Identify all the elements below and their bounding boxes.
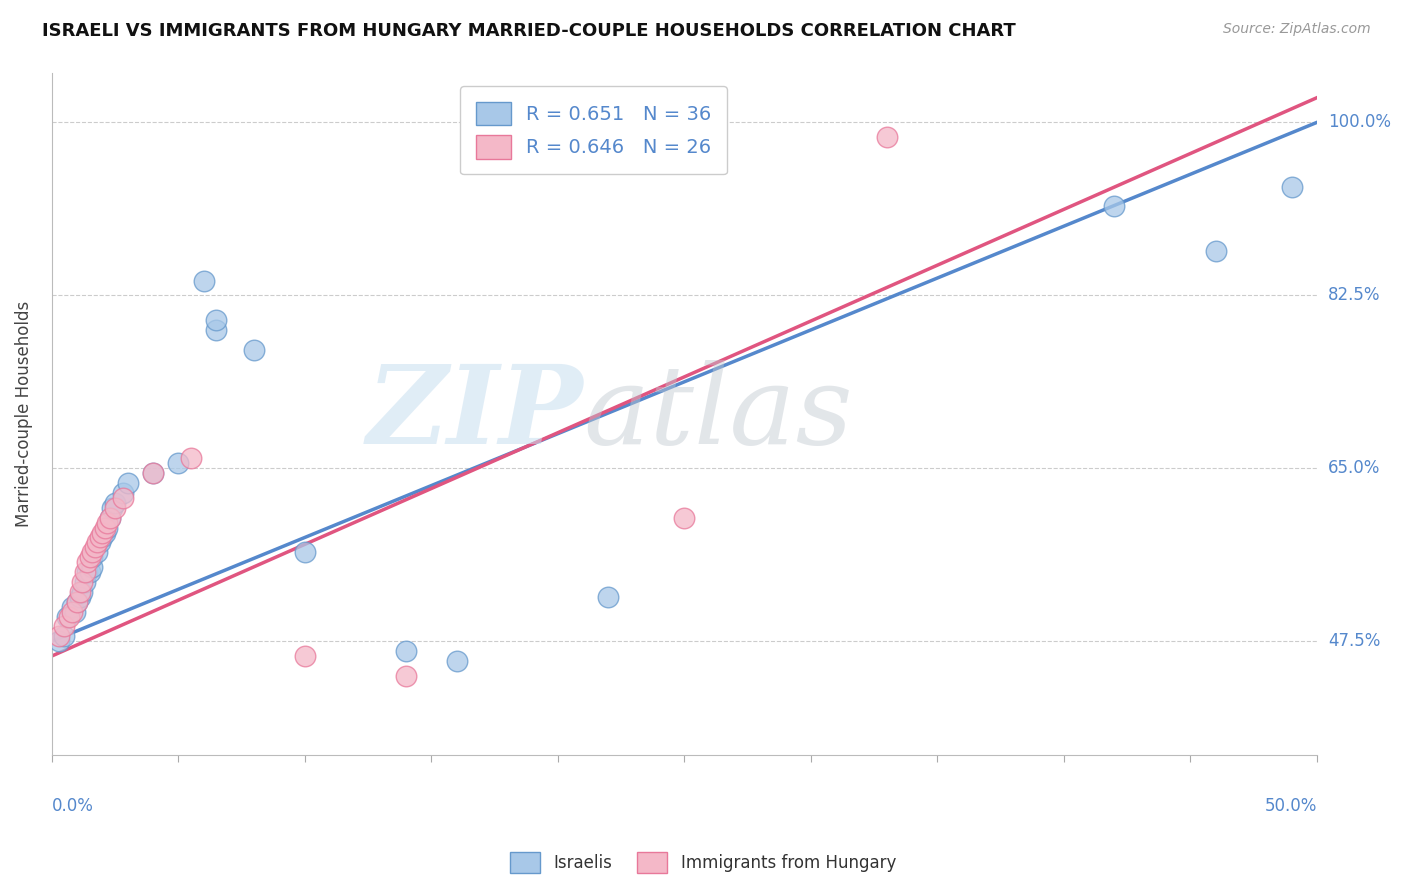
Point [69,590,91,604]
Point [58,609,80,624]
Point [94,520,117,534]
Point [395,644,418,658]
Point [82,550,104,565]
Point [1281,179,1303,194]
Text: Source: ZipAtlas.com: Source: ZipAtlas.com [1223,22,1371,37]
Point [83,541,105,555]
Point [48,634,70,648]
Text: 82.5%: 82.5% [1329,286,1381,304]
Text: 65.0%: 65.0% [1329,459,1381,477]
Point [89,531,111,545]
Point [76,555,98,569]
Text: 0.0%: 0.0% [52,797,94,814]
Point [79,565,101,579]
Point [86,545,108,559]
Text: ISRAELI VS IMMIGRANTS FROM HUNGARY MARRIED-COUPLE HOUSEHOLDS CORRELATION CHART: ISRAELI VS IMMIGRANTS FROM HUNGARY MARRI… [42,22,1017,40]
Text: 47.5%: 47.5% [1329,632,1381,650]
Point [1104,199,1126,213]
Text: 100.0%: 100.0% [1329,113,1391,131]
Point [294,648,316,663]
Point [98,510,121,524]
Point [193,273,215,287]
Point [60,605,83,619]
Point [294,545,316,559]
Point [205,323,228,337]
Point [111,486,134,500]
Point [60,599,83,614]
Point [446,654,468,668]
Point [96,516,118,530]
Point [180,451,202,466]
Point [243,343,266,357]
Point [598,590,620,604]
Point [66,595,89,609]
Point [142,467,165,481]
Point [101,500,124,515]
Legend: Israelis, Immigrants from Hungary: Israelis, Immigrants from Hungary [503,846,903,880]
Point [82,560,104,574]
Point [70,574,93,589]
Text: ZIP: ZIP [367,360,583,467]
Point [79,550,101,565]
Point [94,525,117,540]
Point [53,629,76,643]
Point [86,535,108,549]
Point [673,510,696,524]
Point [73,574,96,589]
Y-axis label: Married-couple Households: Married-couple Households [15,301,32,527]
Point [48,629,70,643]
Point [98,510,121,524]
Point [91,525,114,540]
Point [142,467,165,481]
Point [63,605,86,619]
Legend: R = 0.651   N = 36, R = 0.646   N = 26: R = 0.651 N = 36, R = 0.646 N = 26 [460,87,727,175]
Point [1205,244,1227,258]
Point [205,313,228,327]
Point [82,545,104,559]
Point [76,565,98,579]
Point [53,619,76,633]
Point [104,496,127,510]
Point [117,476,139,491]
Point [70,584,93,599]
Point [111,491,134,505]
Point [56,609,79,624]
Point [395,669,418,683]
Point [91,531,114,545]
Point [104,500,127,515]
Point [66,595,89,609]
Point [69,584,91,599]
Point [89,535,111,549]
Text: 50.0%: 50.0% [1264,797,1317,814]
Point [73,565,96,579]
Point [167,456,190,470]
Point [96,520,118,534]
Point [876,130,898,145]
Text: atlas: atlas [583,360,852,467]
